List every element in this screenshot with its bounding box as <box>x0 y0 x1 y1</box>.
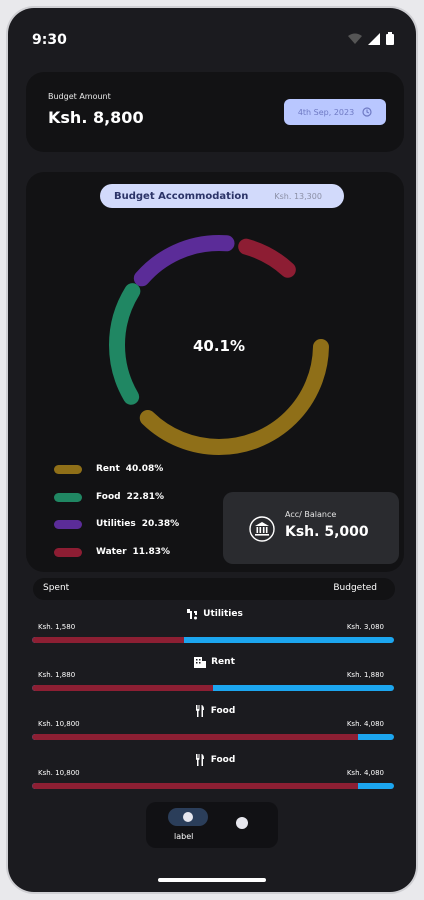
legend-item-water: Water 11.83% <box>54 545 224 559</box>
donut-center-label: 40.1% <box>193 337 245 355</box>
legend-swatch <box>54 547 82 557</box>
utensils-icon <box>195 754 204 766</box>
progress-bar <box>32 783 394 789</box>
date-picker-button[interactable]: 4th Sep, 2023 <box>284 99 386 125</box>
spend-row-food[interactable]: Food Ksh. 10,800 Ksh. 4,080 <box>32 704 396 744</box>
legend-percent: 40.08% <box>125 464 164 474</box>
faucet-icon <box>187 609 198 620</box>
spent-progress-fill <box>32 783 358 789</box>
spent-amount: Ksh. 10,800 <box>38 720 80 728</box>
legend-swatch <box>54 519 82 529</box>
date-text: 4th Sep, 2023 <box>297 107 355 117</box>
legend-label: Rent <box>96 464 120 474</box>
spent-amount: Ksh. 10,800 <box>38 769 80 777</box>
donut-arc-food <box>109 235 329 455</box>
account-balance-card[interactable]: Acc/ Balance Ksh. 5,000 <box>223 492 399 564</box>
status-icons <box>348 32 394 45</box>
donut-arc-rent <box>109 235 329 455</box>
progress-bar <box>32 734 394 740</box>
spend-row-label: Rent <box>211 657 235 667</box>
bank-icon <box>249 516 275 542</box>
legend-swatch <box>54 492 82 502</box>
legend-label: Utilities <box>96 519 136 529</box>
spend-row-utilities[interactable]: Utilities Ksh. 1,580 Ksh. 3,080 <box>32 607 396 647</box>
spend-row-rent[interactable]: Rent Ksh. 1,880 Ksh. 1,880 <box>32 655 396 695</box>
legend-item-utilities: Utilities 20.38% <box>54 517 224 531</box>
accommodation-pill[interactable]: Budget Accommodation Ksh. 13,300 <box>100 184 344 208</box>
spent-budget-header: Spent Budgeted <box>33 578 395 600</box>
legend-swatch <box>54 464 82 474</box>
accommodation-title: Budget Accommodation <box>114 190 249 202</box>
budget-card: Budget Amount Ksh. 8,800 4th Sep, 2023 <box>26 72 404 152</box>
budgeted-amount: Ksh. 4,080 <box>346 769 384 777</box>
legend-percent: 11.83% <box>132 547 171 557</box>
spent-amount: Ksh. 1,580 <box>38 623 76 631</box>
status-bar: 9:30 <box>8 8 416 64</box>
legend-label: Water <box>96 547 127 557</box>
phone-frame: 9:30 Budget Amount Ksh. 8,800 4th Sep, 2… <box>8 8 416 892</box>
spend-row-food-2[interactable]: Food Ksh. 10,800 Ksh. 4,080 <box>32 753 396 793</box>
donut-arc-utilities <box>109 235 329 455</box>
budget-amount: Ksh. 8,800 <box>48 108 144 127</box>
building-icon <box>194 657 207 668</box>
battery-icon <box>386 32 394 45</box>
signal-icon <box>368 32 380 45</box>
spent-progress-fill <box>32 734 358 740</box>
clock-icon <box>362 107 372 117</box>
utensils-icon <box>195 705 204 717</box>
legend-item-food: Food 22.81% <box>54 490 224 504</box>
spend-row-title: Food <box>32 704 396 718</box>
status-time: 9:30 <box>32 32 67 48</box>
accommodation-amount: Ksh. 13,300 <box>274 191 322 201</box>
budgeted-amount: Ksh. 3,080 <box>346 623 384 631</box>
wifi-icon <box>348 33 362 44</box>
nav-dot-icon <box>183 812 193 822</box>
nav-item-label: label <box>174 832 194 841</box>
accommodation-card: Budget Accommodation Ksh. 13,300 40.1% R… <box>26 172 404 572</box>
spend-row-title: Utilities <box>32 607 396 621</box>
spend-row-label: Utilities <box>203 609 243 619</box>
progress-bar <box>32 637 394 643</box>
bottom-navigation: label <box>146 802 278 848</box>
spent-amount: Ksh. 1,880 <box>38 671 76 679</box>
spent-progress-fill <box>32 685 213 691</box>
legend-percent: 22.81% <box>126 492 165 502</box>
spend-row-label: Food <box>210 706 236 716</box>
legend-item-rent: Rent 40.08% <box>54 462 224 476</box>
legend-label: Food <box>96 492 121 502</box>
home-indicator[interactable] <box>158 878 266 882</box>
balance-amount: Ksh. 5,000 <box>285 524 369 540</box>
progress-bar <box>32 685 394 691</box>
budgeted-header-label: Budgeted <box>333 583 377 593</box>
legend-percent: 20.38% <box>141 519 180 529</box>
balance-label: Acc/ Balance <box>285 510 337 519</box>
budgeted-amount: Ksh. 4,080 <box>346 720 384 728</box>
spent-header-label: Spent <box>43 583 70 593</box>
budgeted-amount: Ksh. 1,880 <box>346 671 384 679</box>
spent-progress-fill <box>32 637 185 643</box>
spend-row-title: Rent <box>32 655 396 669</box>
nav-item-second[interactable] <box>236 817 248 829</box>
donut-chart: 40.1% <box>109 235 329 455</box>
budget-label: Budget Amount <box>48 92 111 101</box>
spend-row-title: Food <box>32 753 396 767</box>
spend-row-label: Food <box>210 755 236 765</box>
